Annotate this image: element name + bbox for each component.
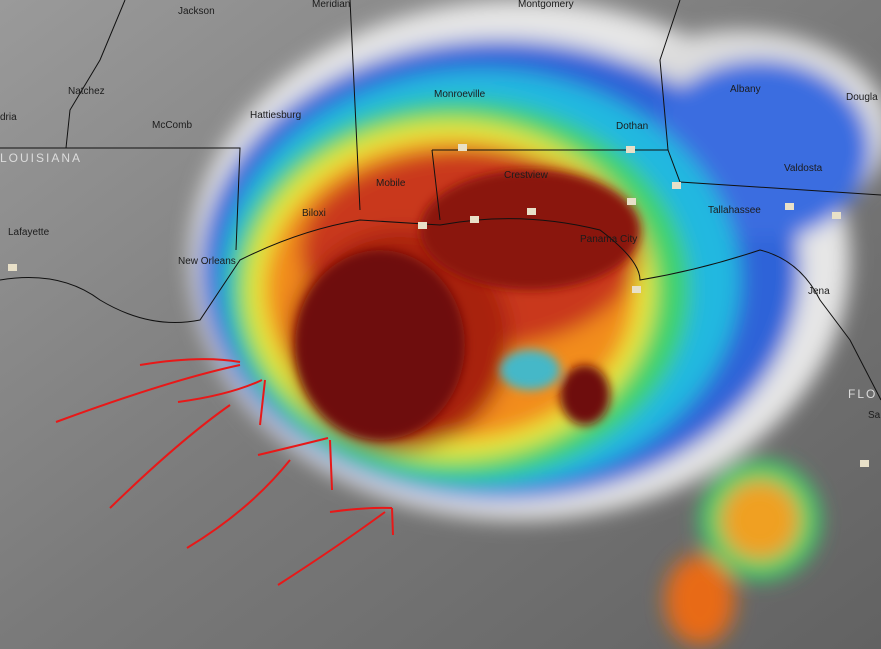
city-label: Panama City xyxy=(580,234,637,245)
city-label: Lafayette xyxy=(8,227,50,238)
city-label: Montgomery xyxy=(518,0,574,10)
annotation-arrows xyxy=(55,358,394,586)
storm-core xyxy=(295,170,640,440)
city-label: Dothan xyxy=(616,121,648,132)
city-label: dria xyxy=(0,112,17,123)
city-label: Sa xyxy=(868,410,881,421)
camera-icons xyxy=(8,144,869,467)
city-label: Jena xyxy=(808,286,830,297)
borders xyxy=(0,0,881,401)
city-label: Natchez xyxy=(68,86,105,97)
city-label: Albany xyxy=(730,84,761,95)
city-label: Crestview xyxy=(504,170,549,181)
city-label: Mobile xyxy=(376,178,406,189)
city-label: Biloxi xyxy=(302,208,326,219)
city-label: Valdosta xyxy=(784,163,823,174)
state-label: FLO xyxy=(848,387,877,401)
state-label: LOUISIANA xyxy=(0,151,82,165)
labels: Jackson Meridian Montgomery Natchez McCo… xyxy=(0,0,881,421)
city-label: Jackson xyxy=(178,6,215,17)
city-label: Tallahassee xyxy=(708,205,761,216)
city-label: McComb xyxy=(152,120,192,131)
city-label: Monroeville xyxy=(434,89,486,100)
city-label: Hattiesburg xyxy=(250,110,301,121)
city-label: New Orleans xyxy=(178,256,236,267)
city-label: Meridian xyxy=(312,0,350,10)
city-label: Dougla xyxy=(846,92,878,103)
